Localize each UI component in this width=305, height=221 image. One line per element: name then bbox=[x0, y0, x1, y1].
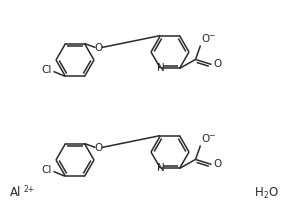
Text: −: − bbox=[209, 131, 215, 141]
Text: Cl: Cl bbox=[41, 65, 52, 75]
Text: Al: Al bbox=[10, 187, 21, 200]
Text: O: O bbox=[214, 59, 222, 69]
Text: O: O bbox=[202, 34, 210, 44]
Text: O: O bbox=[94, 43, 102, 53]
Text: N: N bbox=[157, 63, 164, 73]
Text: O: O bbox=[214, 160, 222, 170]
Text: O: O bbox=[94, 143, 102, 152]
Text: O: O bbox=[202, 134, 210, 145]
Text: Cl: Cl bbox=[41, 166, 52, 175]
Text: −: − bbox=[209, 31, 215, 40]
Text: H: H bbox=[255, 187, 264, 200]
Text: N: N bbox=[157, 164, 164, 173]
Text: O: O bbox=[268, 187, 277, 200]
Text: 2+: 2+ bbox=[23, 185, 34, 194]
Text: 2: 2 bbox=[263, 192, 268, 200]
